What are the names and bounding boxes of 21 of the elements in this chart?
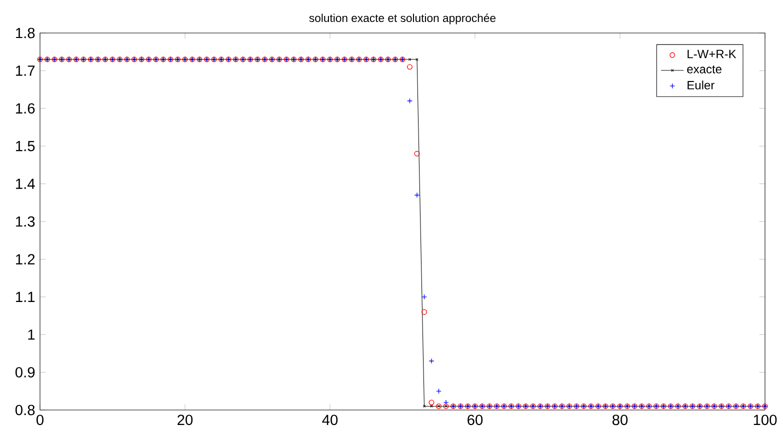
y-tick-label: 1 (28, 330, 35, 340)
chart-title: solution exacte et solution approchée (309, 14, 496, 24)
x-tick-label: 20 (178, 414, 193, 426)
y-tick-label: 1.6 (16, 103, 35, 114)
x-tick-label: 0 (36, 414, 44, 426)
x-tick-label: 40 (322, 414, 338, 426)
y-tick-label: 0.8 (15, 404, 35, 416)
y-tick-label: 1.7 (16, 66, 35, 76)
y-tick-label: 1.3 (16, 216, 35, 227)
legend-label: L-W+R-K (688, 50, 736, 58)
x-tick-label: 80 (612, 414, 628, 426)
x-tick-label: 100 (754, 414, 777, 426)
y-tick-label: 1.2 (16, 254, 35, 264)
y-tick-label: 1.1 (16, 292, 35, 302)
x-tick-label: 60 (468, 414, 483, 426)
legend-label: Euler (688, 80, 714, 90)
y-tick-label: 1.5 (16, 140, 35, 152)
y-tick-label: 1.8 (16, 28, 35, 38)
legend-label: exacte (687, 66, 722, 74)
y-tick-label: 0.9 (15, 367, 35, 378)
y-tick-label: 1.4 (16, 178, 35, 189)
